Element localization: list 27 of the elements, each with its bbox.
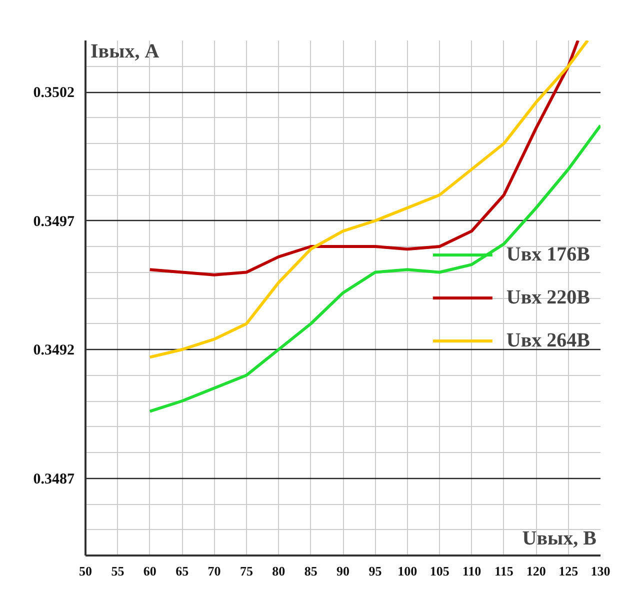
- line-series: [148, 124, 600, 413]
- x-tick-label: 100: [398, 564, 418, 578]
- x-tick-label: 70: [208, 564, 221, 578]
- x-tick-label: 125: [558, 564, 579, 578]
- y-axis-title: Iвых, А: [90, 40, 160, 62]
- x-tick-label: 105: [430, 564, 450, 578]
- x-tick-label: 130: [590, 564, 610, 578]
- y-tick-label: 0.3502: [33, 85, 74, 101]
- x-tick-label: 110: [462, 564, 482, 578]
- x-tick-label: 75: [240, 564, 254, 578]
- legend-label: Uвх 264В: [506, 329, 590, 352]
- x-tick-label: 65: [176, 564, 190, 578]
- x-tick-label: 60: [143, 564, 156, 578]
- x-tick-label: 120: [526, 564, 546, 578]
- y-tick-label: 0.3497: [33, 214, 75, 230]
- x-tick-label: 95: [368, 564, 382, 578]
- x-tick-label: 115: [494, 564, 514, 578]
- x-tick-label: 80: [272, 564, 286, 578]
- y-tick-label: 0.3487: [33, 471, 75, 488]
- x-tick-label: 55: [111, 564, 125, 578]
- x-tick-label: 50: [79, 564, 92, 578]
- y-tick-label: 0.3492: [33, 342, 74, 358]
- x-tick-label: 85: [304, 564, 318, 578]
- legend-label: Uвх 176В: [506, 243, 590, 266]
- x-tick-label: 90: [336, 564, 350, 578]
- x-axis-title: Uвых, В: [522, 528, 597, 550]
- legend-label: Uвх 220В: [506, 286, 590, 309]
